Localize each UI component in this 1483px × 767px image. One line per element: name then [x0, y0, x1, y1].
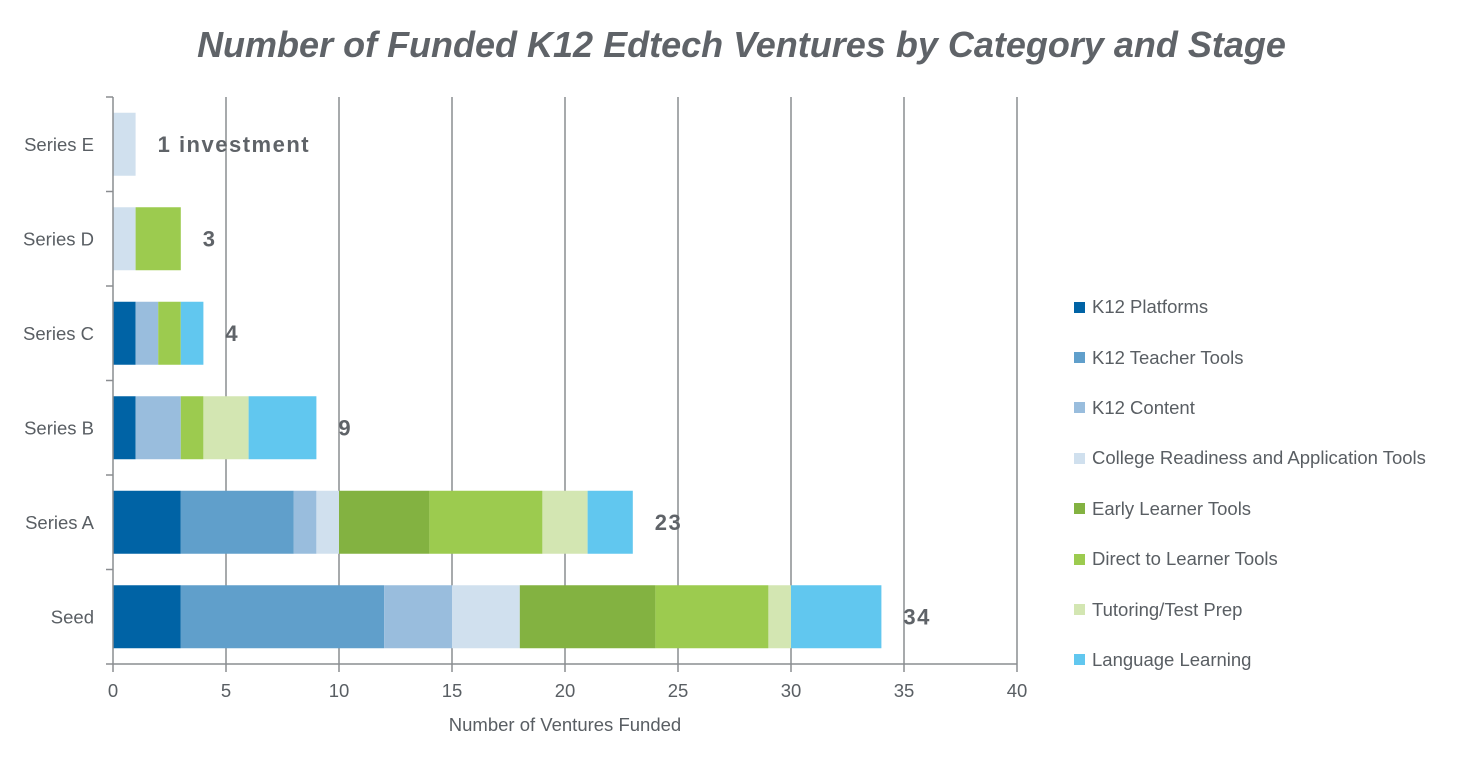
labels: 0 5 10 15 20 25 30 35 40 Series E 1 investment Seri… [23, 132, 1027, 701]
gridlines [225, 97, 1018, 664]
legend-item: K12 Platforms [1074, 282, 1426, 332]
legend-item: Early Learner Tools [1074, 484, 1426, 534]
bar-total-label: 1 investment [158, 132, 311, 157]
legend-swatch [1074, 402, 1085, 414]
bar-segment [180, 301, 204, 365]
bar-segment [339, 490, 430, 554]
bar-segment [135, 396, 181, 460]
x-tick-label: 30 [781, 680, 802, 701]
y-category-label: Series D [23, 228, 94, 249]
legend-swatch [1074, 452, 1085, 464]
legend-label: K12 Platforms [1092, 296, 1209, 318]
bar-total-label: 23 [655, 510, 682, 535]
legend-item: K12 Content [1074, 383, 1426, 433]
x-tick-label: 0 [108, 680, 118, 701]
bar-segment [429, 490, 543, 554]
legend-label: Language Learning [1092, 648, 1252, 670]
legend-item: Tutoring/Test Prep [1074, 584, 1426, 634]
y-category-label: Series B [24, 417, 94, 438]
legend-item: College Readiness and Application Tools [1074, 433, 1426, 483]
bar-segment [248, 396, 317, 460]
legend: K12 Platforms K12 Teacher Tools K12 Conten… [1074, 282, 1426, 685]
y-category-label: Seed [51, 606, 94, 627]
axes [106, 96, 1018, 672]
bar-segment [293, 490, 317, 554]
x-tick-label: 35 [894, 680, 915, 701]
bar-segment [180, 396, 204, 460]
bar-segment [113, 490, 181, 554]
bar-segment [113, 585, 181, 649]
bar-total-label: 9 [338, 415, 352, 440]
bar-total-label: 34 [903, 604, 930, 629]
legend-swatch [1074, 604, 1085, 616]
x-tick-label: 20 [555, 680, 576, 701]
x-tick-label: 40 [1007, 680, 1028, 701]
bar-segment [768, 585, 791, 649]
bar-segment [135, 207, 181, 271]
x-tick-label: 10 [329, 680, 350, 701]
bar-segment [113, 301, 136, 365]
legend-swatch [1074, 553, 1085, 565]
bar-segment [113, 112, 136, 176]
bar-segment [203, 396, 249, 460]
legend-swatch [1074, 503, 1085, 515]
y-category-label: Series E [24, 134, 94, 155]
bar-segment [180, 490, 294, 554]
bar-segment [655, 585, 769, 649]
legend-swatch [1074, 352, 1085, 364]
legend-item: Language Learning [1074, 635, 1426, 685]
bar-segment [180, 585, 385, 649]
legend-label: K12 Teacher Tools [1092, 346, 1244, 368]
bar-segment [316, 490, 339, 554]
bar-total-label: 3 [203, 226, 217, 251]
bar-segment [135, 301, 159, 365]
y-category-label: Series C [23, 323, 94, 344]
bar-segment [519, 585, 656, 649]
legend-label: Direct to Learner Tools [1092, 548, 1278, 570]
legend-label: K12 Content [1092, 396, 1195, 418]
x-axis-title: Number of Ventures Funded [449, 714, 681, 735]
bars [113, 112, 882, 649]
x-tick-label: 5 [221, 680, 231, 701]
legend-swatch [1074, 654, 1085, 666]
bar-segment [113, 207, 136, 271]
bar-segment [452, 585, 520, 649]
legend-label: College Readiness and Application Tools [1092, 447, 1426, 469]
bar-segment [113, 396, 136, 460]
bar-segment [384, 585, 452, 649]
bar-total-label: 4 [225, 321, 239, 346]
bar-segment [542, 490, 588, 554]
bar-segment [587, 490, 633, 554]
x-tick-label: 25 [668, 680, 689, 701]
legend-label: Early Learner Tools [1092, 497, 1252, 519]
legend-item: K12 Teacher Tools [1074, 332, 1426, 382]
bar-segment [791, 585, 882, 649]
legend-swatch [1074, 301, 1085, 313]
bar-segment [158, 301, 181, 365]
legend-item: Direct to Learner Tools [1074, 534, 1426, 584]
chart-title: Number of Funded K12 Edtech Ventures by … [197, 24, 1286, 65]
x-tick-label: 15 [442, 680, 463, 701]
y-category-label: Series A [25, 512, 95, 533]
legend-label: Tutoring/Test Prep [1092, 598, 1243, 620]
